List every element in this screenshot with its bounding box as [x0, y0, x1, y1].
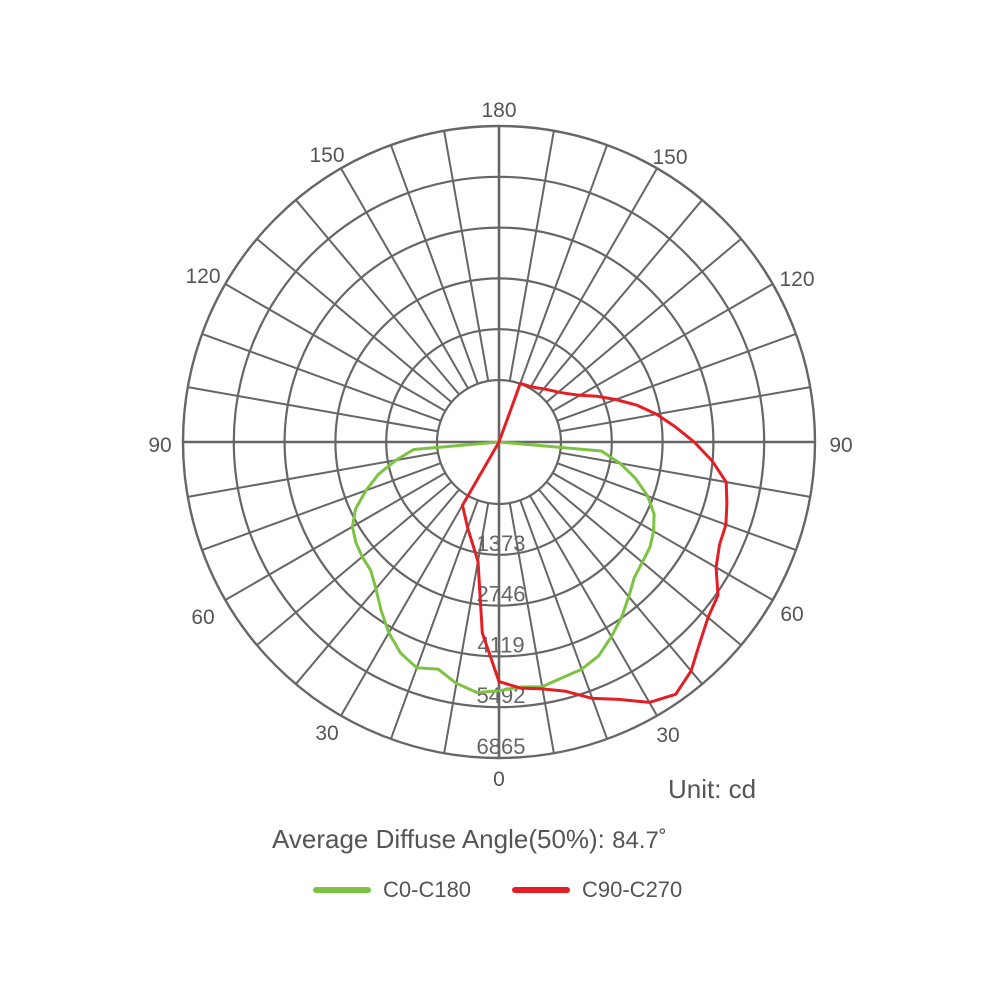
- polar-spoke-140: [256, 481, 453, 646]
- angle-label-90-right: 90: [829, 434, 852, 457]
- polar-spoke-330: [552, 283, 774, 412]
- polar-spoke-60: [529, 495, 658, 717]
- angle-label-90-left: 90: [148, 434, 171, 457]
- polar-spoke-240: [340, 167, 469, 389]
- polar-spoke-300: [529, 167, 658, 389]
- angle-label-60-left: 60: [191, 606, 214, 629]
- polar-spoke-230: [295, 199, 460, 396]
- polar-spoke-80: [508, 502, 555, 754]
- ring-label-6865: 6865: [477, 734, 526, 759]
- polar-spoke-340: [556, 332, 797, 422]
- polar-spoke-130: [295, 488, 460, 685]
- diffuse-angle-value: 84.7˚: [612, 827, 667, 854]
- polar-spoke-290: [519, 144, 609, 385]
- polar-spoke-260: [443, 130, 490, 382]
- legend-swatch-c0-c180: [313, 887, 371, 893]
- polar-spoke-20: [556, 462, 797, 552]
- polar-spoke-110: [389, 499, 479, 740]
- polar-spoke-220: [256, 238, 453, 403]
- angle-label-30-left: 30: [315, 722, 338, 745]
- diffuse-angle-summary: Average Diffuse Angle(50%): 84.7˚: [272, 824, 667, 855]
- legend-swatch-c90-c270: [512, 887, 570, 893]
- polar-spoke-190: [187, 386, 439, 433]
- polar-spoke-170: [187, 451, 439, 498]
- unit-label: Unit: cd: [668, 774, 757, 804]
- polar-spoke-280: [508, 130, 555, 382]
- series-line-c0-c180: [350, 440, 656, 694]
- angle-label-180-top: 180: [481, 99, 516, 122]
- polar-spoke-40: [545, 481, 742, 646]
- polar-spoke-100: [443, 502, 490, 754]
- polar-spoke-160: [201, 462, 442, 552]
- polar-spoke-70: [519, 499, 609, 740]
- legend-item-c0-c180: C0-C180: [313, 877, 471, 903]
- polar-spoke-350: [559, 386, 811, 433]
- series-line-c90-c270: [461, 381, 729, 704]
- polar-spoke-210: [224, 283, 446, 412]
- angle-label-120-left: 120: [185, 265, 220, 288]
- legend-label-c0-c180: C0-C180: [383, 877, 472, 902]
- angle-label-0-bottom: 0: [493, 768, 505, 791]
- legend: C0-C180 C90-C270: [0, 877, 1000, 907]
- polar-spoke-150: [224, 472, 446, 601]
- polar-spoke-30: [552, 472, 774, 601]
- angle-label-30-right: 30: [656, 724, 679, 747]
- polar-spoke-10: [559, 451, 811, 498]
- polar-spoke-320: [545, 238, 742, 403]
- polar-spoke-120: [340, 495, 469, 717]
- polar-grid: [181, 124, 817, 760]
- ring-label-2746: 2746: [477, 582, 526, 607]
- polar-spoke-200: [201, 332, 442, 422]
- polar-spoke-310: [538, 199, 703, 396]
- angle-label-120-right: 120: [779, 268, 814, 291]
- intensity-curves: [350, 381, 729, 704]
- angle-labels: 180 150 150 120 120 90 90 60 60 30 30 0: [148, 99, 852, 791]
- angle-label-150-right: 150: [652, 146, 687, 169]
- angle-label-60-right: 60: [780, 603, 803, 626]
- polar-spoke-50: [538, 488, 703, 685]
- ring-label-1373: 1373: [477, 531, 526, 556]
- legend-label-c90-c270: C90-C270: [582, 877, 683, 902]
- angle-label-150-left: 150: [309, 144, 344, 167]
- polar-spoke-250: [389, 144, 479, 385]
- diffuse-angle-label: Average Diffuse Angle(50%):: [272, 824, 605, 854]
- legend-item-c90-c270: C90-C270: [512, 877, 682, 903]
